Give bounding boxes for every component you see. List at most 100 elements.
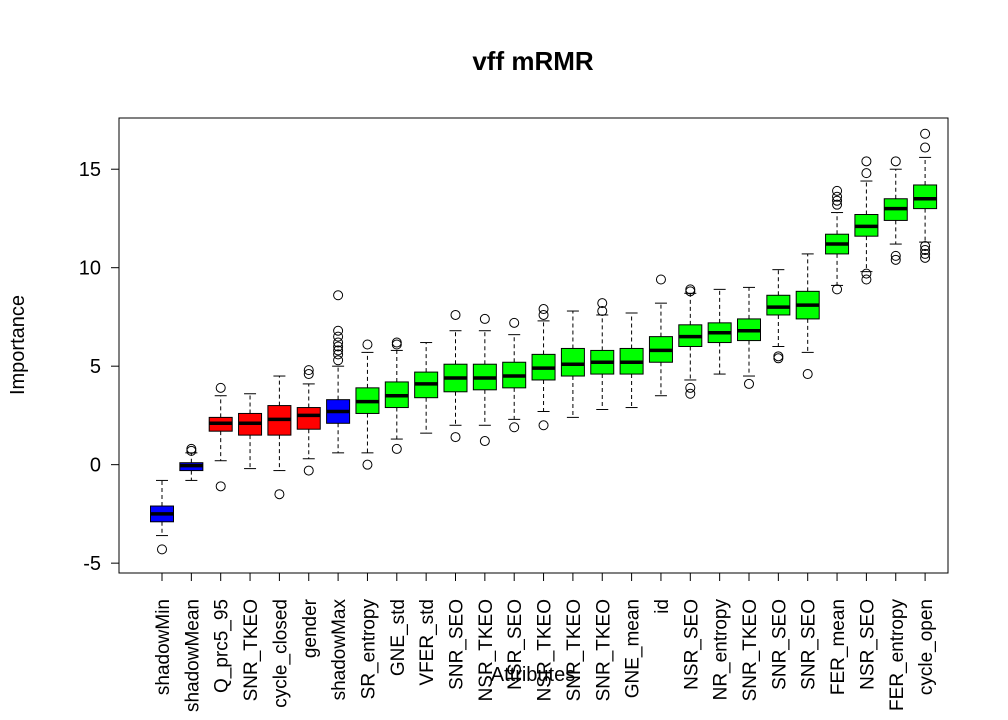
outlier-point — [655, 274, 666, 285]
x-category-label: GNE_mean — [623, 599, 644, 698]
outlier-point — [920, 142, 931, 153]
box-9 — [414, 342, 439, 434]
outlier-point — [597, 298, 608, 309]
x-category-label: SNR_TKEO — [564, 599, 585, 701]
outlier-point — [920, 128, 931, 139]
outlier-point — [773, 351, 784, 362]
x-category-label: cycle_closed — [270, 599, 291, 708]
box-8 — [384, 337, 409, 454]
x-category-label: SNR_TKEO — [593, 599, 614, 701]
box-rect — [766, 294, 791, 316]
box-1 — [179, 443, 204, 481]
outlier-point — [509, 317, 520, 328]
x-category-label: shadowMin — [153, 599, 174, 695]
box-11 — [472, 313, 497, 447]
box-5 — [296, 365, 321, 476]
x-category-label: SR_entropy — [358, 599, 379, 700]
outlier-point — [333, 290, 344, 301]
x-category-label: GNE_std — [388, 599, 409, 676]
outlier-point — [274, 489, 285, 500]
outlier-point — [920, 241, 931, 252]
box-24 — [854, 156, 879, 285]
outlier-point — [303, 365, 314, 376]
x-category-label: Q_prc5_95 — [212, 599, 233, 693]
x-axis-label: Attributes — [491, 664, 575, 686]
box-19 — [707, 288, 732, 375]
x-category-label: NSR_TKEO — [535, 599, 556, 701]
outlier-point — [509, 422, 520, 433]
x-category-label: NSR_SEO — [681, 599, 702, 690]
x-category-label: shadowMax — [329, 599, 350, 701]
outlier-point — [333, 341, 344, 352]
outlier-point — [685, 382, 696, 393]
x-category-label: NSR_SEO — [857, 599, 878, 690]
x-category-label: VFER_std — [417, 599, 438, 686]
box-13 — [531, 304, 556, 431]
outlier-point — [890, 250, 901, 261]
outlier-point — [832, 199, 843, 210]
outlier-point — [391, 339, 402, 350]
box-16 — [619, 312, 644, 409]
outlier-point — [832, 191, 843, 202]
y-axis-label: Importance — [7, 295, 29, 395]
box-rect — [296, 407, 321, 430]
outlier-point — [890, 156, 901, 167]
outlier-point — [391, 337, 402, 348]
box-6 — [326, 290, 351, 454]
x-category-label: id — [652, 599, 673, 614]
outlier-point — [832, 284, 843, 295]
outlier-point — [861, 168, 872, 179]
x-category-label: FER_mean — [828, 599, 849, 695]
outlier-point — [685, 284, 696, 295]
box-rect — [560, 347, 585, 377]
outlier-point — [538, 420, 549, 431]
outlier-point — [362, 459, 373, 470]
outlier-point — [303, 465, 314, 476]
outlier-point — [333, 325, 344, 336]
outlier-point — [685, 388, 696, 399]
x-category-label: SNR_SEO — [799, 599, 820, 690]
outlier-point — [861, 268, 872, 279]
box-26 — [913, 128, 938, 263]
x-category-label: NR_entropy — [711, 599, 732, 701]
outlier-point — [773, 353, 784, 364]
x-category-label: shadowMean — [182, 599, 203, 712]
outlier-point — [538, 304, 549, 315]
x-category-label: NSR_SEO — [505, 599, 526, 690]
x-category-label: gender — [300, 598, 321, 658]
box-21 — [766, 269, 791, 364]
outlier-point — [920, 248, 931, 259]
outlier-point — [920, 244, 931, 255]
outlier-point — [333, 331, 344, 342]
box-23 — [825, 185, 850, 295]
outlier-point — [479, 436, 490, 447]
y-tick-label: 0 — [90, 455, 101, 477]
outlier-point — [450, 309, 461, 320]
x-category-label: SNR_TKEO — [740, 599, 761, 701]
outlier-point — [890, 254, 901, 265]
box-22 — [795, 253, 820, 380]
box-2 — [208, 382, 233, 492]
x-category-label: SNR_SEO — [447, 599, 468, 690]
outlier-point — [333, 337, 344, 348]
box-15 — [590, 298, 615, 411]
outlier-point — [215, 481, 226, 492]
x-category-label: cycle_open — [916, 599, 937, 695]
plot-frame — [118, 117, 949, 574]
outlier-point — [861, 156, 872, 167]
box-7 — [355, 339, 380, 470]
outlier-point — [157, 544, 167, 555]
outlier-point — [333, 355, 344, 366]
box-17 — [648, 274, 673, 397]
y-tick-label: -5 — [83, 553, 101, 575]
outlier-point — [538, 309, 549, 320]
outlier-point — [832, 195, 843, 206]
box-20 — [737, 286, 761, 389]
box-14 — [560, 310, 585, 418]
outlier-point — [333, 345, 344, 356]
box-4 — [267, 375, 292, 500]
y-tick-label: 10 — [79, 258, 101, 280]
outlier-point — [597, 306, 608, 317]
outlier-point — [832, 185, 843, 196]
